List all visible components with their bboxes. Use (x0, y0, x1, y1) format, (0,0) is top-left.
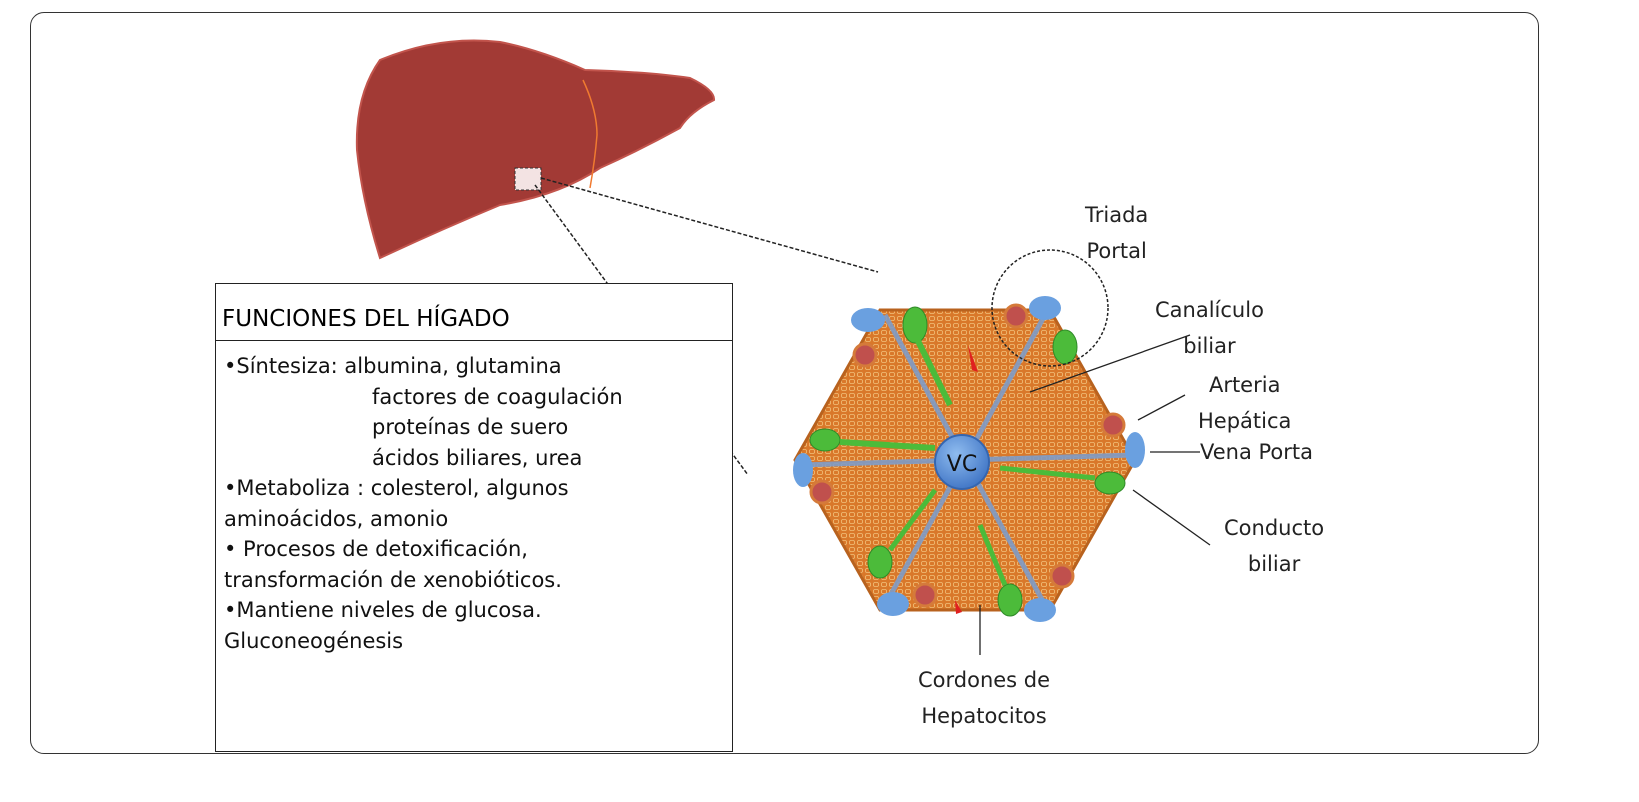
label-triada-portal: Triada Portal (1085, 203, 1149, 263)
figure-frame (30, 12, 1539, 754)
function-line: proteínas de suero (372, 415, 569, 439)
function-line: aminoácidos, amonio (224, 506, 449, 531)
label-cordones-hepatocitos: Cordones de Hepatocitos (918, 668, 1051, 728)
function-line: Gluconeogénesis (224, 628, 404, 653)
functions-list: •Síntesiza: albumina, glutamina factores… (216, 341, 732, 656)
function-line: •Síntesiza: albumina, glutamina (224, 354, 562, 378)
label-vena-porta: Vena Porta (1200, 440, 1314, 464)
function-line: ácidos biliares, urea (372, 445, 583, 470)
function-line: •Mantiene niveles de glucosa. (224, 598, 542, 622)
zoom-square (514, 167, 542, 191)
function-line: factores de coagulación (372, 384, 623, 409)
triada-circle (991, 249, 1109, 367)
functions-title: FUNCIONES DEL HÍGADO (216, 284, 732, 341)
function-line: transformación de xenobióticos. (224, 567, 562, 592)
liver-shape (355, 39, 715, 260)
label-conducto-biliar: Conducto biliar (1224, 516, 1325, 576)
functions-box: FUNCIONES DEL HÍGADO •Síntesiza: albumin… (215, 283, 733, 752)
function-line: •Metaboliza : colesterol, algunos (224, 476, 569, 500)
liver-ligament (582, 79, 598, 189)
zoom-line (540, 177, 879, 273)
label-arteria-hepatica: Arteria Hepática (1198, 373, 1292, 433)
vc-label: VC (947, 452, 977, 477)
function-line: • Procesos de detoxificación, (224, 537, 528, 561)
label-canaliculo-biliar: Canalículo biliar (1155, 298, 1264, 358)
central-vein (934, 434, 990, 490)
leader-lines (979, 334, 1211, 655)
